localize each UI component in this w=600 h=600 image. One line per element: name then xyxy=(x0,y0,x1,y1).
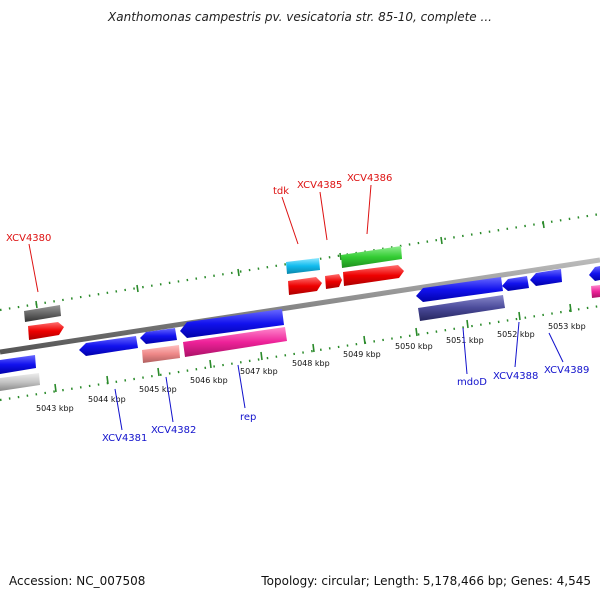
gene-feature[interactable] xyxy=(416,277,503,302)
forward-gene-labels xyxy=(28,184,372,293)
gene-label-xcv4389[interactable]: XCV4389 xyxy=(544,365,589,376)
tick-label: 5050 kbp xyxy=(395,342,433,351)
map-title: Xanthomonas campestris pv. vesicatoria s… xyxy=(108,10,492,24)
tick-label: 5047 kbp xyxy=(240,367,278,376)
gene-feature[interactable] xyxy=(418,295,505,321)
gene-label-rep[interactable]: rep xyxy=(240,412,256,423)
gene-label-xcv4382[interactable]: XCV4382 xyxy=(151,425,196,436)
gene-label-xcv4380[interactable]: XCV4380 xyxy=(6,233,51,244)
gene-feature[interactable] xyxy=(341,246,402,268)
tick-label: 5046 kbp xyxy=(190,376,228,385)
gene-feature[interactable] xyxy=(0,355,36,374)
gene-feature[interactable] xyxy=(79,336,138,356)
gene-feature[interactable] xyxy=(28,322,64,340)
gene-label-xcv4385[interactable]: XCV4385 xyxy=(297,180,342,191)
gene-label-xcv4381[interactable]: XCV4381 xyxy=(102,433,147,444)
tick-label: 5048 kbp xyxy=(292,359,330,368)
gene-feature[interactable] xyxy=(288,277,322,295)
gene-feature[interactable] xyxy=(591,285,600,298)
genome-backbone xyxy=(0,257,600,355)
gene-feature[interactable] xyxy=(286,258,320,274)
topology-summary: Topology: circular; Length: 5,178,466 bp… xyxy=(261,574,591,588)
gene-feature[interactable] xyxy=(589,266,600,281)
reverse-major-ticks xyxy=(54,303,572,393)
gene-feature[interactable] xyxy=(343,265,404,286)
reverse-gene-labels xyxy=(114,321,564,431)
tick-label: 5049 kbp xyxy=(343,350,381,359)
gene-feature[interactable] xyxy=(183,327,287,357)
gene-feature[interactable] xyxy=(140,328,177,344)
tick-label: 5051 kbp xyxy=(446,336,484,345)
gene-feature[interactable] xyxy=(530,269,562,286)
gene-feature[interactable] xyxy=(24,305,61,322)
tick-label: 5043 kbp xyxy=(36,404,74,413)
tick-label: 5052 kbp xyxy=(497,330,535,339)
tick-label: 5044 kbp xyxy=(88,395,126,404)
gene-label-mdod[interactable]: mdoD xyxy=(457,377,487,388)
gene-feature[interactable] xyxy=(180,309,284,338)
gene-label-xcv4386[interactable]: XCV4386 xyxy=(347,173,392,184)
gene-label-tdk[interactable]: tdk xyxy=(273,186,289,197)
reverse-features xyxy=(0,266,600,391)
accession-label: Accession: NC_007508 xyxy=(9,574,146,588)
gene-feature[interactable] xyxy=(142,345,180,363)
gene-feature[interactable] xyxy=(502,276,529,291)
gene-label-xcv4388[interactable]: XCV4388 xyxy=(493,371,538,382)
gene-feature[interactable] xyxy=(325,274,342,289)
forward-features xyxy=(24,246,404,340)
tick-label: 5053 kbp xyxy=(548,322,586,331)
forward-major-ticks xyxy=(35,220,545,309)
tick-labels: 5043 kbp 5044 kbp 5045 kbp 5046 kbp 5047… xyxy=(36,322,586,413)
gene-feature[interactable] xyxy=(0,373,40,391)
tick-label: 5045 kbp xyxy=(139,385,177,394)
